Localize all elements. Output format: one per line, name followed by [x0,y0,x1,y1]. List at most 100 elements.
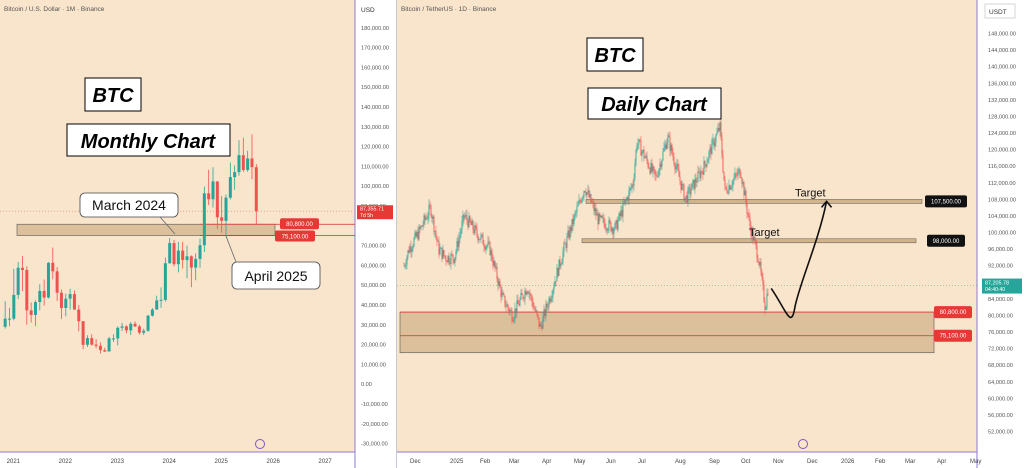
lightning-icon[interactable] [798,439,808,449]
target-tag-upper [925,195,967,208]
target-zone-lower [581,238,917,244]
candle-body [500,286,502,297]
candle-body [552,290,554,297]
chart-title-line1: BTC [594,45,636,67]
level-tag-lower [934,329,972,342]
chart-background [397,0,977,452]
candle-body [441,247,443,259]
candle-body [728,185,730,194]
daily-chart-panel[interactable]: Bitcoin / TetherUS · 1D · Binance USDT 148… [397,0,1024,468]
candle-body [241,155,245,170]
candle-body [732,180,734,186]
candle-body [486,245,488,247]
chart-header: Bitcoin / TetherUS · 1D · Binance [401,6,497,13]
candle-body [558,259,560,276]
candle-body [107,338,111,352]
candle-body [111,338,115,340]
callout-april-box [231,261,321,290]
y-tick-label: 180,000.00 [361,26,389,32]
callout-april-pointer [225,235,237,263]
currency-label[interactable]: USD [361,7,375,14]
candle-body [459,234,461,238]
candle-body [181,250,185,261]
candle-body [439,248,441,255]
y-tick-label: 124,000.00 [988,131,1016,137]
candle-body [565,243,567,248]
candle-body [548,298,550,308]
y-tick-label: 30,000.00 [361,323,386,329]
candle-body [609,219,611,223]
candle-body [597,213,599,225]
y-tick-label: -30,000.00 [361,442,388,448]
candle-body [582,196,584,199]
candle-body [159,299,163,301]
candle-body [403,265,405,267]
monthly-chart-svg[interactable]: Bitcoin / U.S. Dollar · 1M · Binance USD 1… [0,0,396,468]
candle-body [467,220,469,228]
candle-body [207,193,211,200]
candle-body [752,229,754,241]
panel-divider[interactable] [396,0,397,468]
candle-body [448,255,450,263]
candle-body [120,326,124,328]
x-tick-label: Feb [875,459,886,465]
candle-body [657,176,659,177]
candle-body [473,229,475,234]
candle-body [433,216,435,232]
candle-body [586,192,588,196]
current-price-countdown: 04:40:40 [985,287,1005,293]
candle-body [587,190,589,193]
candle-body [417,231,419,240]
candle-body [762,277,764,285]
currency-label[interactable]: USDT [989,9,1007,16]
time-axis [0,452,355,468]
y-tick-label: 70,000.00 [361,244,386,250]
candle-body [85,338,89,345]
candle-body [627,197,629,201]
candle-body [172,243,176,265]
title-box-monthly [66,123,231,157]
currency-box[interactable] [984,3,1016,19]
candle-body [461,221,463,231]
daily-chart-svg[interactable]: Bitcoin / TetherUS · 1D · Binance USDT 148… [397,0,1024,468]
projection-curve [770,201,828,319]
candle-body [671,144,673,154]
candle-body [620,210,622,217]
candle-body [666,142,668,150]
candle-body [747,212,749,215]
candle-body [735,173,737,175]
candle-body [496,266,498,279]
candle-body [483,244,485,247]
candle-body [464,216,466,218]
candle-body [536,310,538,315]
candle-body [137,326,141,333]
x-tick-label: 2022 [59,459,73,465]
y-tick-label: 136,000.00 [988,81,1016,87]
x-tick-label: Apr [937,459,946,465]
candle-body [601,215,603,218]
candle-body [622,202,624,217]
candle-body [744,190,746,196]
y-tick-label: 10,000.00 [361,362,386,368]
current-price-value: 87,355.71 [360,207,384,213]
candle-body [600,215,602,218]
candle-body [691,182,693,191]
candle-body [475,225,477,229]
candle-body [563,242,565,252]
lightning-icon[interactable] [255,439,265,449]
candle-body [676,164,678,167]
y-tick-label: 110,000.00 [361,164,389,170]
candle-body [617,220,619,230]
candle-body [443,250,445,256]
candle-body [693,180,695,190]
candle-body [572,218,574,225]
candle-body [680,181,682,190]
y-tick-label: 60,000.00 [361,263,386,269]
candle-body [585,191,587,196]
x-tick-label: 2026 [266,459,280,465]
candle-body [738,168,740,172]
x-tick-label: Dec [807,459,818,465]
candle-body [700,171,702,179]
candle-body [554,281,556,287]
monthly-chart-panel[interactable]: Bitcoin / U.S. Dollar · 1M · Binance USD 1… [0,0,396,468]
